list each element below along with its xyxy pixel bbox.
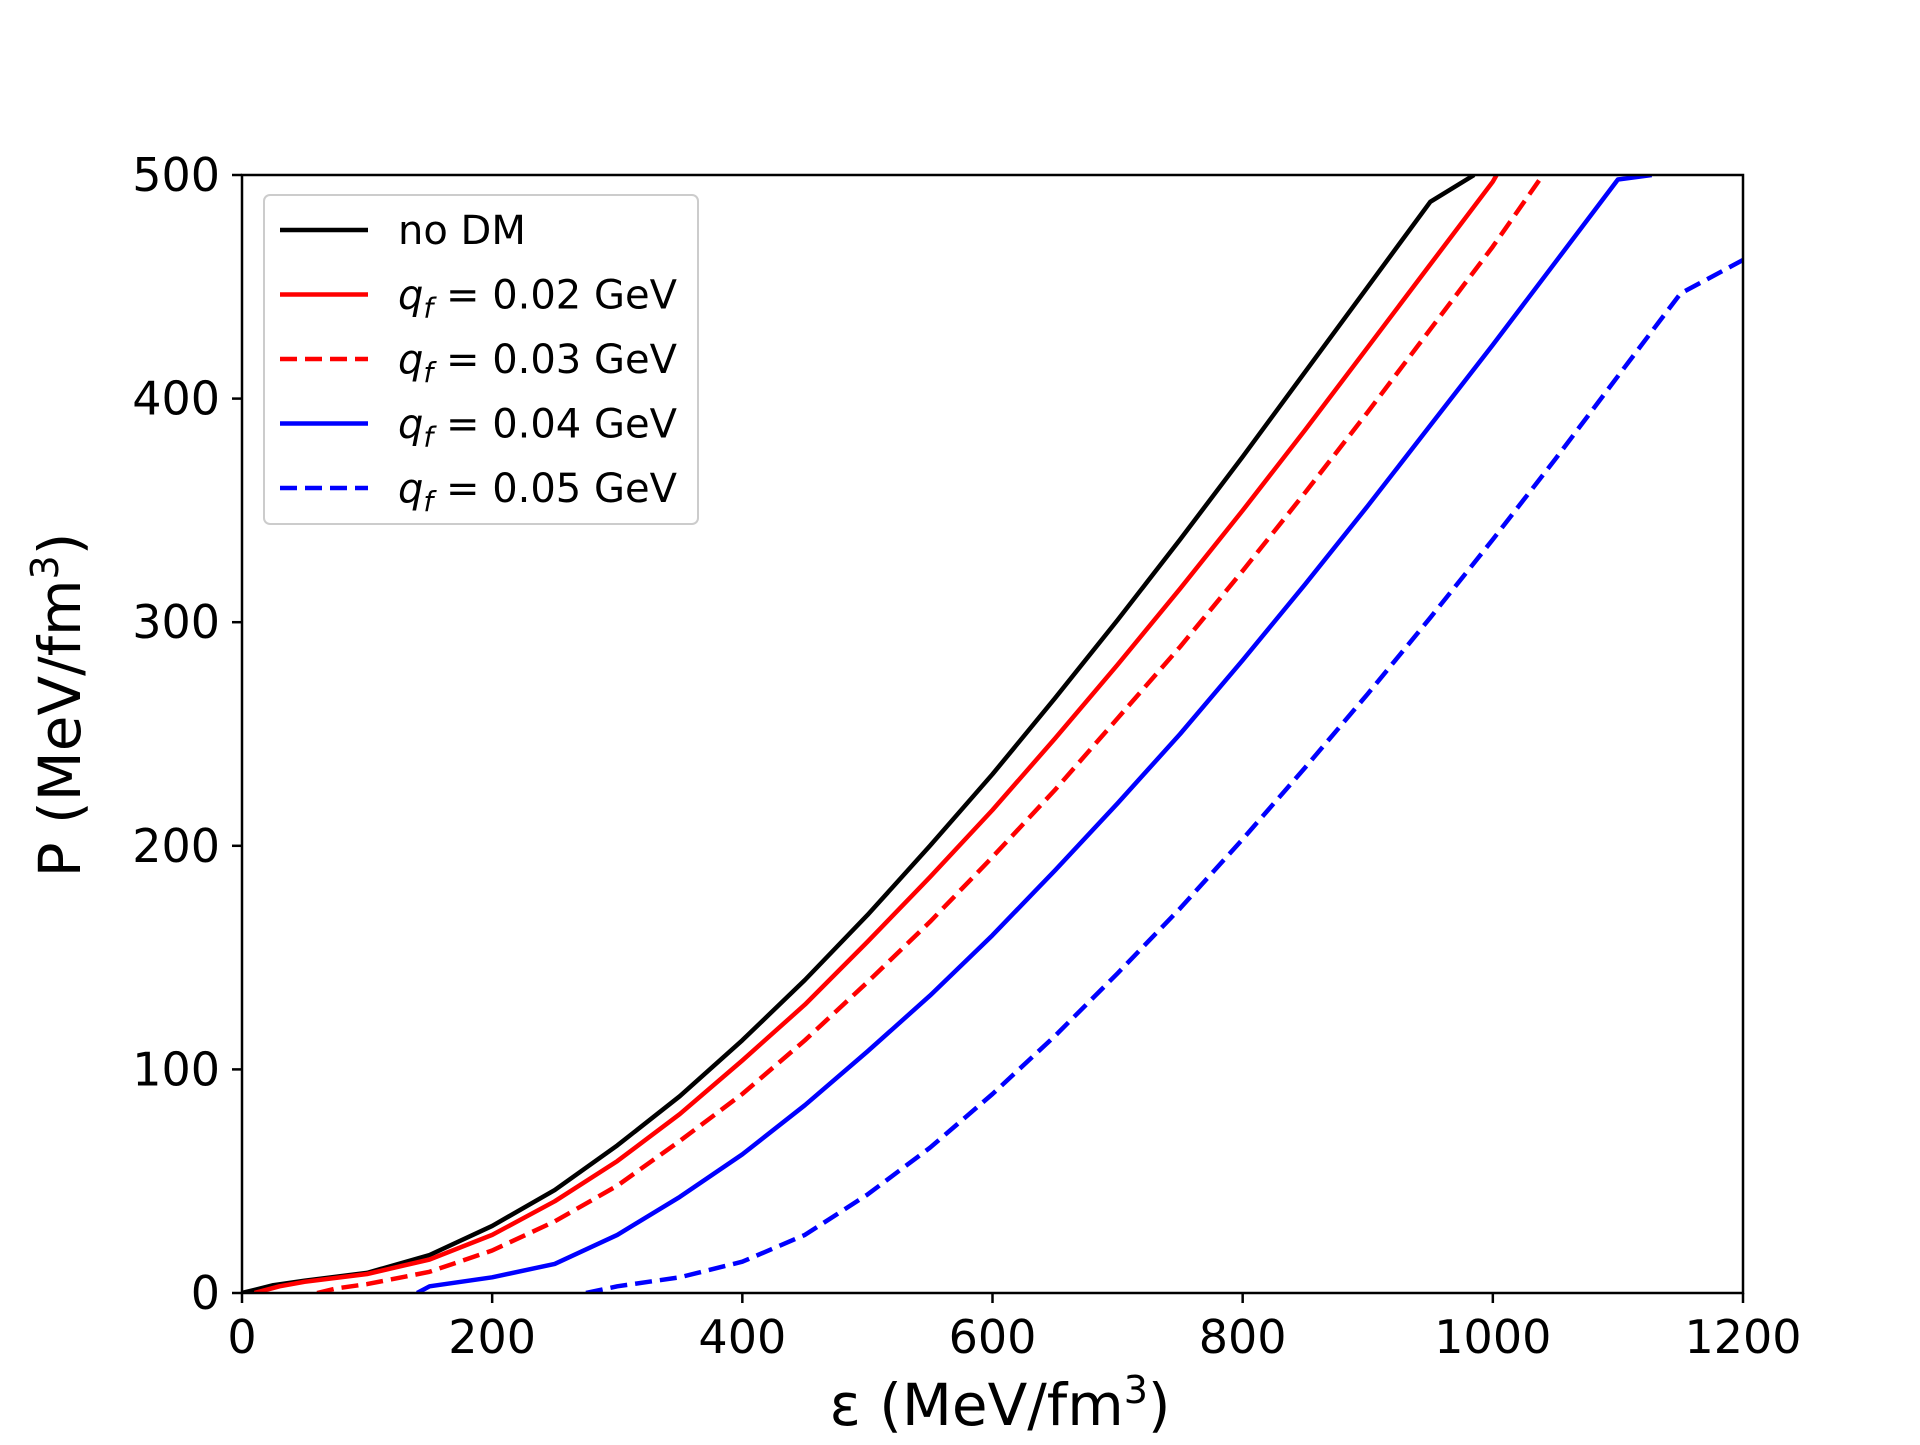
x-tick-label: 400: [698, 1310, 786, 1364]
legend-text-rest: = 0.02 GeV: [433, 273, 677, 319]
y-tick-label: 100: [132, 1042, 220, 1096]
x-tick-label: 1000: [1434, 1310, 1551, 1364]
y-axis-label: P (MeV/fm3): [23, 533, 94, 878]
legend-var: q: [398, 402, 423, 448]
x-axis-label-end: ): [1148, 1371, 1171, 1439]
legend-label-5: qf = 0.05 GeV: [398, 466, 678, 518]
series-line-2: [253, 175, 1499, 1293]
series-layer: [242, 175, 1743, 1293]
series-line-3: [316, 175, 1545, 1293]
x-axis-label-sup: 3: [1124, 1368, 1148, 1412]
y-axis-label-main: P (MeV/fm: [26, 579, 94, 877]
legend-text-rest: = 0.03 GeV: [433, 337, 677, 383]
y-tick-label: 200: [132, 819, 220, 873]
y-tick-label: 0: [191, 1266, 220, 1320]
series-line-4: [416, 175, 1652, 1293]
legend-text-rest: = 0.05 GeV: [433, 466, 677, 512]
legend-var: q: [398, 273, 423, 319]
y-tick-label: 500: [132, 148, 220, 202]
ticks-layer: 0 200 400 600 800 1000 1200 0 100 200 300 400 500: [132, 148, 1801, 1364]
legend: no DM qf = 0.02 GeV qf = 0.03 GeV qf = 0.04…: [263, 194, 699, 525]
legend-label-3: qf = 0.03 GeV: [398, 337, 678, 389]
y-axis-label-sup: 3: [23, 555, 67, 579]
y-axis-label-end: ): [26, 533, 94, 556]
legend-label-4: qf = 0.04 GeV: [398, 402, 678, 454]
legend-var: q: [398, 337, 423, 383]
x-axis-label-main: ε (MeV/fm: [829, 1371, 1123, 1439]
x-axis-label: ε (MeV/fm3): [829, 1368, 1170, 1439]
series-line-5: [585, 258, 1743, 1293]
legend-items: no DM qf = 0.02 GeV qf = 0.03 GeV qf = 0.04…: [280, 208, 678, 518]
x-tick-label: 600: [949, 1310, 1037, 1364]
x-tick-label: 1200: [1684, 1310, 1801, 1364]
legend-label-2: qf = 0.02 GeV: [398, 273, 678, 325]
y-tick-label: 300: [132, 595, 220, 649]
legend-text-rest: = 0.04 GeV: [433, 402, 677, 448]
x-tick-label: 200: [448, 1310, 536, 1364]
x-tick-label: 800: [1199, 1310, 1287, 1364]
y-tick-label: 400: [132, 372, 220, 426]
legend-box: [263, 194, 699, 525]
legend-var: q: [398, 466, 423, 512]
legend-label-1: no DM: [398, 208, 526, 254]
series-line-1: [242, 175, 1476, 1293]
x-tick-label: 0: [227, 1310, 256, 1364]
